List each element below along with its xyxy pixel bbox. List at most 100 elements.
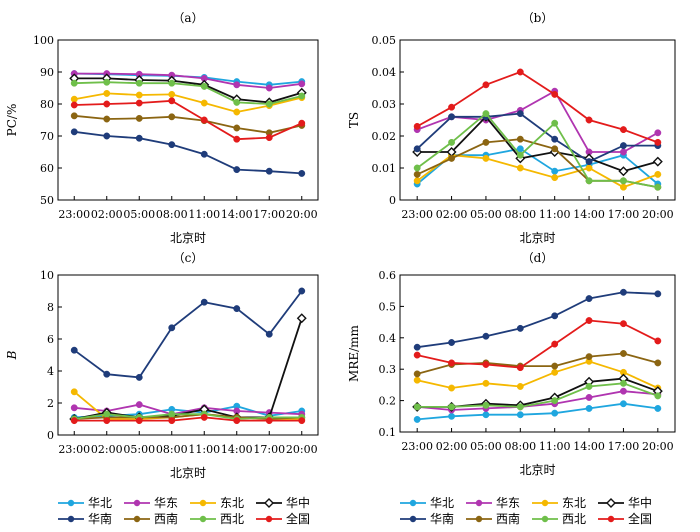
x-tick-label: 08:00: [504, 208, 536, 221]
x-tick-label: 23:00: [58, 443, 90, 456]
data-point: [551, 174, 559, 182]
x-axis-label: 北京时: [170, 466, 206, 480]
data-point: [200, 298, 208, 306]
data-point: [551, 145, 559, 153]
data-point: [298, 119, 306, 127]
y-tick-label: 0.4: [379, 332, 397, 345]
series-line: [74, 416, 302, 422]
plot-frame: [57, 39, 319, 201]
series-line: [417, 115, 659, 173]
legend-label: 华东: [496, 496, 520, 510]
data-point: [135, 401, 143, 409]
y-tick-label: 0.6: [379, 269, 397, 282]
legend-label: 西南: [154, 511, 178, 526]
data-point: [103, 132, 111, 140]
data-point: [168, 90, 176, 98]
data-point: [168, 324, 176, 332]
data-point: [448, 103, 456, 111]
data-point: [619, 320, 627, 328]
data-point: [265, 100, 273, 108]
series-华南: [70, 287, 306, 381]
x-tick-label: 05:00: [123, 208, 155, 221]
plot-frame: [57, 274, 319, 436]
legend-item-华东: 华东: [124, 496, 178, 510]
series-全国: [413, 317, 662, 372]
data-point: [298, 417, 306, 425]
data-point: [551, 397, 559, 405]
data-point: [168, 410, 176, 418]
x-tick-label: 23:00: [401, 208, 433, 221]
legend-label: 华南: [88, 511, 112, 526]
data-point: [103, 89, 111, 97]
legend-label: 东北: [220, 496, 244, 510]
data-point: [516, 411, 524, 419]
data-point: [654, 183, 662, 191]
x-tick-label: 11:00: [188, 443, 220, 456]
data-point: [654, 170, 662, 178]
series-line: [417, 319, 659, 369]
data-point: [135, 114, 143, 122]
x-tick-label: 23:00: [58, 208, 90, 221]
series-line: [416, 70, 659, 144]
data-point: [619, 183, 627, 191]
x-tick-label: 14:00: [221, 443, 253, 456]
data-point: [168, 141, 176, 149]
data-point: [135, 417, 143, 425]
x-tick-label: 17:00: [608, 208, 640, 221]
legend-item-西南: 西南: [466, 511, 520, 526]
panel-3: （c） 0 2 4 6 8 10 23:00 02:00 05:00 08:00 11:00 14:00…: [5, 251, 319, 480]
data-point: [448, 403, 456, 411]
legend-label: 西北: [220, 512, 244, 526]
data-point: [551, 340, 559, 348]
data-point: [413, 370, 421, 378]
data-point: [413, 145, 421, 153]
y-tick-label: 0: [47, 429, 54, 442]
x-tick-label: 02:00: [436, 208, 468, 221]
y-tick-label: 0.05: [372, 34, 397, 47]
x-axis-label: 北京时: [519, 231, 555, 245]
legend-marker: [606, 498, 616, 508]
series-西北: [70, 78, 306, 108]
data-point: [413, 403, 421, 411]
y-tick-label: 60: [40, 162, 54, 175]
series-华南: [413, 110, 662, 166]
data-point: [619, 288, 627, 296]
x-tick-label: 20:00: [642, 440, 674, 453]
data-point: [585, 164, 593, 172]
data-point: [200, 150, 208, 158]
series-西南: [70, 112, 306, 137]
data-point: [413, 164, 421, 172]
data-point: [168, 97, 176, 105]
data-point: [103, 100, 111, 108]
data-point: [448, 359, 456, 367]
y-tick-label: 4: [47, 365, 54, 378]
legend-item-西南: 西南: [124, 511, 178, 526]
data-point: [413, 170, 421, 178]
data-point: [551, 368, 559, 376]
x-tick-label: 17:00: [253, 208, 285, 221]
data-point: [482, 110, 490, 118]
legend-label: 东北: [562, 496, 586, 510]
legend-marker: [265, 515, 273, 523]
data-point: [585, 317, 593, 324]
legend-item-华中: 华中: [256, 495, 310, 510]
legend-label: 西南: [496, 511, 520, 526]
x-tick-label: 14:00: [573, 208, 605, 221]
y-tick-label: 0.02: [372, 130, 397, 143]
data-point: [585, 158, 593, 166]
data-point: [482, 379, 490, 387]
x-tick-label: 11:00: [539, 208, 571, 221]
series-华南: [70, 128, 306, 177]
data-point: [482, 138, 490, 146]
data-point: [618, 166, 629, 177]
data-point: [516, 164, 524, 172]
data-point: [103, 410, 111, 418]
data-point: [265, 417, 273, 425]
x-tick-label: 17:00: [608, 440, 640, 453]
x-tick-label: 05:00: [123, 443, 155, 456]
series-line: [417, 402, 658, 421]
legend-item-华南: 华南: [400, 511, 454, 526]
data-point: [516, 145, 524, 153]
y-tick-label: 0.04: [372, 66, 397, 79]
